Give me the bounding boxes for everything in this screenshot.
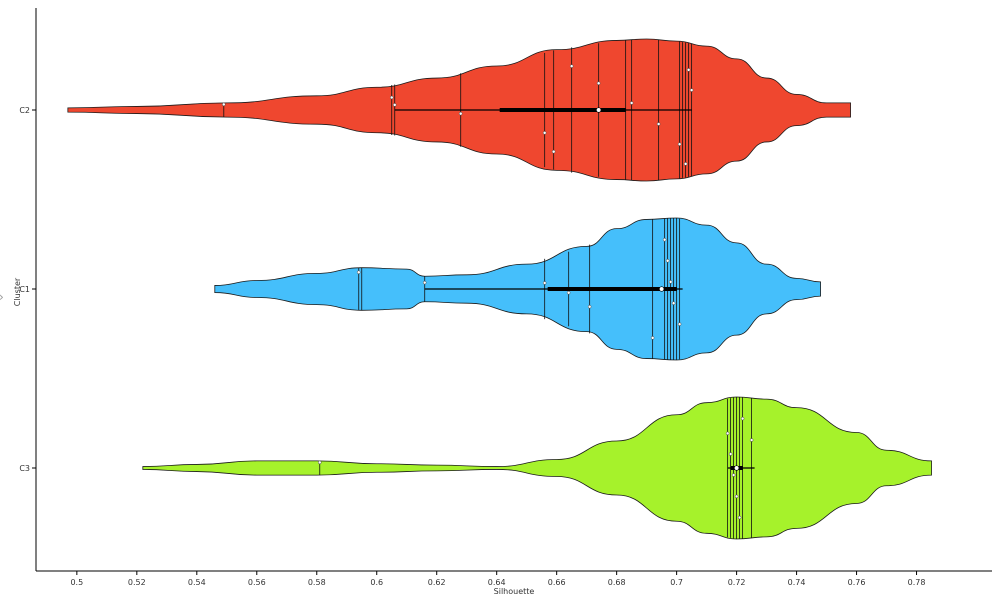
y-tick-label: C2	[19, 106, 30, 115]
x-tick-label: 0.74	[788, 578, 806, 587]
data-point	[677, 322, 682, 326]
data-point	[650, 336, 655, 340]
x-tick-label: 0.58	[308, 578, 326, 587]
data-point	[222, 102, 226, 107]
data-point	[668, 280, 673, 284]
data-point	[551, 149, 556, 154]
x-tick-label: 0.7	[670, 578, 683, 587]
x-axis-label: Silhouette	[494, 587, 535, 596]
x-tick-label: 0.56	[248, 578, 266, 587]
data-point	[629, 101, 634, 105]
data-point	[587, 305, 592, 309]
y-tick-label: C3	[19, 464, 30, 473]
median-marker	[734, 465, 740, 471]
x-tick-label: 0.66	[548, 578, 566, 587]
data-point	[728, 452, 733, 456]
data-point	[725, 431, 730, 436]
x-tick-label: 0.62	[428, 578, 446, 587]
data-point	[422, 280, 427, 285]
data-point	[671, 301, 676, 305]
x-tick-label: 0.5	[70, 578, 83, 587]
x-tick-label: 0.64	[488, 578, 506, 587]
violin-c3	[142, 396, 932, 540]
violins-layer	[67, 38, 932, 540]
violin-c1	[214, 217, 821, 361]
data-point	[458, 111, 463, 116]
x-tick-label: 0.68	[608, 578, 626, 587]
data-point	[737, 515, 742, 520]
data-point	[569, 64, 574, 68]
violin-body	[142, 396, 932, 540]
x-ticks: 0.5 0.52 0.54 0.56 0.58 0.6 0.62 0.64 0.66 0.68 0.…	[70, 571, 925, 587]
data-point	[689, 88, 694, 92]
chevron-right-icon[interactable]: ›	[0, 290, 7, 304]
median-marker	[596, 107, 602, 113]
data-point	[686, 68, 691, 72]
data-point	[677, 142, 682, 146]
y-ticks: C2 C1 C3	[19, 106, 36, 473]
data-point	[542, 281, 547, 285]
median-marker	[659, 286, 665, 292]
data-point	[542, 131, 547, 135]
x-tick-label: 0.52	[128, 578, 146, 587]
data-point	[665, 259, 670, 263]
y-tick-label: C1	[19, 285, 30, 294]
x-tick-label: 0.78	[908, 578, 926, 587]
x-tick-label: 0.54	[188, 578, 206, 587]
x-tick-label: 0.6	[370, 578, 383, 587]
data-point	[749, 438, 754, 442]
data-point	[656, 122, 661, 126]
data-point	[356, 270, 361, 275]
data-point	[683, 162, 688, 166]
x-tick-label: 0.76	[848, 578, 866, 587]
data-point	[662, 237, 667, 242]
data-point	[389, 95, 394, 100]
data-point	[392, 103, 397, 107]
data-point	[566, 290, 571, 295]
x-tick-label: 0.72	[728, 578, 746, 587]
data-point	[731, 473, 736, 477]
data-point	[596, 81, 601, 86]
data-point	[734, 494, 739, 499]
y-axis-label: Cluster	[13, 277, 22, 306]
data-point	[318, 460, 322, 465]
violin-c2	[67, 38, 851, 182]
data-point	[740, 416, 745, 421]
